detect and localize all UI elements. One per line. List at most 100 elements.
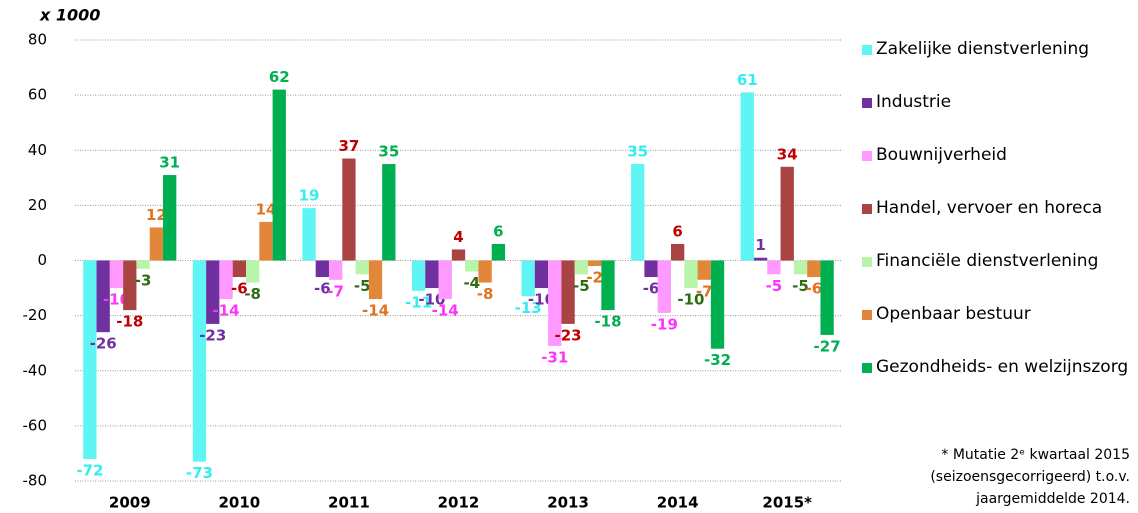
legend-label: Zakelijke dienstverlening (876, 39, 1090, 59)
data-label: 12 (146, 206, 167, 224)
legend-label: Handel, vervoer en horeca (876, 198, 1103, 218)
bar (451, 249, 466, 261)
bar (83, 260, 97, 459)
bar (315, 260, 329, 278)
legend-label: Openbaar bestuur (876, 304, 1031, 324)
bar (767, 260, 781, 275)
y-tick-label: 80 (28, 31, 47, 49)
data-label: 62 (269, 68, 290, 86)
bar (192, 260, 207, 462)
bar (601, 260, 615, 311)
legend-label: Bouwnijverheid (876, 145, 1007, 165)
data-label: -5 (354, 277, 371, 295)
data-label: -8 (244, 285, 261, 303)
data-label: -13 (515, 299, 542, 317)
data-label: -26 (90, 335, 117, 353)
y-tick-label: 0 (37, 251, 47, 269)
data-label: -5 (792, 277, 809, 295)
bar (710, 260, 725, 349)
data-label: -23 (199, 326, 226, 344)
data-label: 14 (256, 200, 277, 218)
bar (561, 260, 575, 324)
legend: Zakelijke dienstverlening Industrie Bouwni… (862, 38, 1138, 409)
data-label: -14 (362, 302, 389, 320)
data-label: 37 (338, 137, 359, 155)
footnote-line: (seizoensgecorrigeerd) t.o.v. (930, 469, 1130, 485)
bar (631, 164, 645, 261)
bar (302, 208, 316, 261)
y-tick-label: -20 (23, 306, 48, 324)
data-label: -6 (643, 280, 660, 298)
legend-item: Financiële dienstverlening (862, 250, 1138, 303)
bar (574, 260, 589, 275)
legend-swatch (862, 151, 872, 161)
footnote-line: jaargemiddelde 2014. (976, 491, 1130, 507)
legend-label: Industrie (876, 92, 952, 112)
data-label: -73 (186, 464, 213, 482)
data-label: -32 (704, 351, 731, 369)
legend-item: Zakelijke dienstverlening (862, 38, 1138, 91)
y-tick-label: -80 (23, 472, 48, 490)
data-label: -4 (463, 274, 480, 292)
bar (740, 92, 754, 261)
legend-swatch (862, 98, 872, 108)
legend-item: Openbaar bestuur (862, 303, 1138, 356)
bar (820, 260, 834, 335)
data-label: 19 (299, 187, 320, 205)
bar (342, 158, 356, 261)
bar (753, 257, 768, 261)
data-label: -6 (231, 280, 248, 298)
data-label: 6 (672, 222, 682, 240)
bar (232, 260, 247, 278)
bar (684, 260, 698, 289)
bar (246, 260, 260, 283)
data-label: -27 (814, 337, 841, 355)
x-tick-label: 2013 (547, 494, 589, 512)
data-label: -7 (696, 282, 713, 300)
x-tick-label: 2009 (109, 494, 151, 512)
bar (219, 260, 233, 300)
bar (697, 260, 711, 280)
bar (328, 260, 343, 280)
data-label: -2 (586, 269, 603, 287)
bar (163, 175, 177, 261)
bar (793, 260, 808, 275)
data-label: -19 (651, 315, 678, 333)
data-label: -6 (314, 280, 331, 298)
data-label: 61 (737, 71, 758, 89)
bar (123, 260, 137, 311)
data-label: 31 (159, 154, 180, 172)
data-label: -5 (573, 277, 590, 295)
bar (644, 260, 658, 278)
x-tick-label: 2014 (657, 494, 699, 512)
data-label: -10 (677, 291, 704, 309)
bar (355, 260, 369, 275)
data-label: 35 (378, 143, 399, 161)
bar (136, 260, 150, 269)
x-tick-label: 2010 (218, 494, 260, 512)
data-label: -14 (432, 302, 459, 320)
bar (521, 260, 535, 297)
y-axis-label: x 1000 (39, 6, 100, 25)
x-tick-label: 2011 (328, 494, 370, 512)
legend-item: Gezondheids- en welzijnszorg (862, 356, 1138, 409)
footnote: * Mutatie 2ᵉ kwartaal 2015 (seizoensgecor… (930, 444, 1130, 510)
bar (780, 166, 794, 261)
bar (465, 260, 479, 272)
data-label: -31 (541, 348, 568, 366)
bar (272, 89, 286, 261)
data-label: -18 (594, 313, 621, 331)
bar (438, 260, 452, 300)
data-label: 1 (755, 236, 765, 254)
bar (411, 260, 426, 291)
x-tick-label: 2015* (762, 494, 812, 512)
bar (491, 243, 506, 261)
bar (96, 260, 110, 333)
data-label: 6 (493, 222, 503, 240)
bar (478, 260, 492, 283)
data-label: -72 (76, 461, 103, 479)
bar (534, 260, 549, 289)
bar (149, 227, 164, 261)
legend-label: Financiële dienstverlening (876, 251, 1099, 271)
